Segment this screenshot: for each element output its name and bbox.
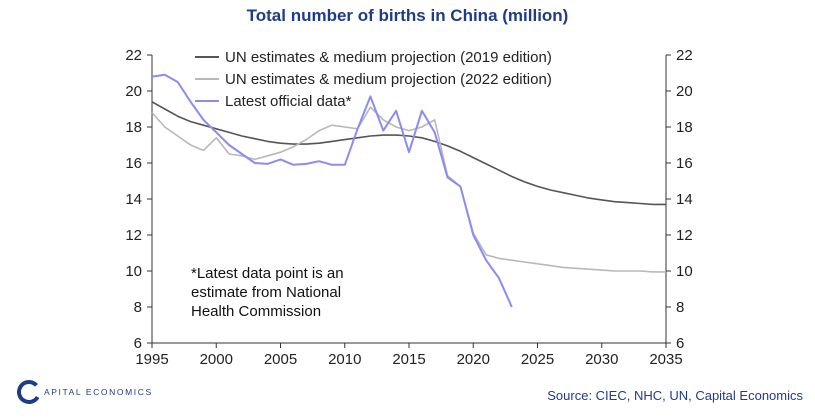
logo-text: APITAL ECONOMICS [44, 387, 153, 397]
x-tick-label: 2000 [200, 351, 233, 368]
y-tick-label-left: 10 [125, 263, 142, 280]
y-tick-label-left: 12 [125, 227, 142, 244]
x-axis: 1995 2000 2005 2010 2015 2020 2025 2030 2035 [135, 343, 683, 368]
y-tick-label-left: 14 [125, 191, 142, 208]
series-lines [151, 73, 666, 308]
legend-label-3: Latest official data* [225, 93, 352, 110]
y-tick-label-left: 8 [134, 299, 142, 316]
y-tick-label-right: 6 [676, 335, 684, 352]
chart-title: Total number of births in China (million… [246, 6, 569, 25]
x-tick-label: 1995 [135, 351, 168, 368]
legend-label-2: UN estimates & medium projection (2022 e… [225, 71, 552, 88]
legend: UN estimates & medium projection (2019 e… [195, 49, 552, 110]
y-tick-label-right: 20 [676, 83, 693, 100]
x-tick-label: 2010 [328, 351, 361, 368]
y-tick-label-right: 22 [676, 47, 693, 64]
annotation: *Latest data point is an estimate from Na… [191, 265, 344, 320]
y-tick-label-left: 18 [125, 119, 142, 136]
y-tick-label-right: 18 [676, 119, 693, 136]
y-tick-label-left: 16 [125, 155, 142, 172]
series-line-3 [151, 73, 513, 308]
annotation-line-1: *Latest data point is an [191, 265, 344, 282]
y-axis-left: 6 8 10 12 14 16 18 20 22 [125, 47, 152, 352]
x-tick-label: 2005 [264, 351, 297, 368]
y-tick-label-left: 20 [125, 83, 142, 100]
series-line-2 [151, 106, 666, 273]
x-tick-label: 2035 [649, 351, 682, 368]
x-tick-label: 2020 [457, 351, 490, 368]
y-tick-label-right: 8 [676, 299, 684, 316]
y-tick-label-right: 12 [676, 227, 693, 244]
x-tick-label: 2015 [392, 351, 425, 368]
x-tick-label: 2030 [585, 351, 618, 368]
capital-economics-logo: APITAL ECONOMICS [16, 378, 153, 406]
series-line-1 [151, 101, 666, 206]
y-tick-label-right: 16 [676, 155, 693, 172]
legend-label-1: UN estimates & medium projection (2019 e… [225, 49, 552, 66]
x-tick-label: 2025 [521, 351, 554, 368]
y-tick-label-right: 14 [676, 191, 693, 208]
y-tick-label-right: 10 [676, 263, 693, 280]
y-axis-right: 6 8 10 12 14 16 18 20 22 [666, 47, 693, 352]
logo-c-icon [17, 380, 41, 404]
source-note: Source: CIEC, NHC, UN, Capital Economics [547, 388, 803, 403]
y-tick-label-left: 6 [134, 335, 142, 352]
y-tick-label-left: 22 [125, 47, 142, 64]
annotation-line-3: Health Commission [191, 303, 321, 320]
annotation-line-2: estimate from National [191, 284, 341, 301]
